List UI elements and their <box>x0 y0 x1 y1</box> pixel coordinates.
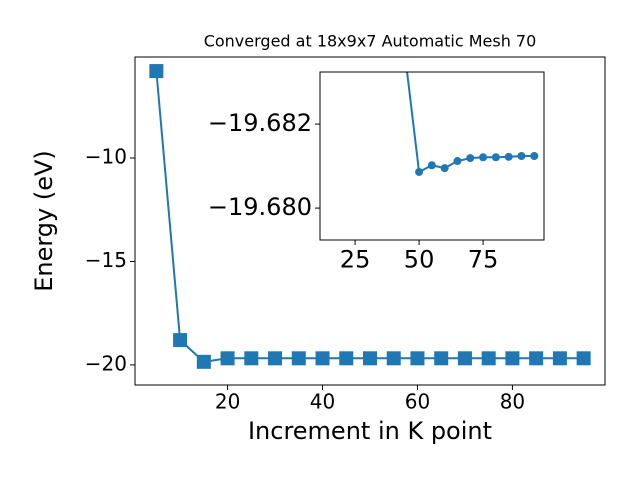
marker <box>491 153 500 162</box>
marker <box>576 351 591 366</box>
marker <box>291 351 306 366</box>
y-tick-label: −19.680 <box>208 193 312 221</box>
x-tick-label: 25 <box>340 245 371 273</box>
x-tick-label: 40 <box>310 390 335 414</box>
marker <box>457 351 472 366</box>
marker <box>244 351 259 366</box>
marker <box>410 351 425 366</box>
plot-area <box>149 64 591 369</box>
x-tick-label: 50 <box>404 245 435 273</box>
marker <box>466 154 475 163</box>
marker <box>196 354 211 369</box>
y-tick-label: −15 <box>85 248 127 272</box>
marker <box>339 351 354 366</box>
marker <box>427 161 436 170</box>
y-axis-label: Energy (eV) <box>30 150 58 292</box>
marker <box>402 61 410 69</box>
marker <box>415 167 424 176</box>
marker <box>479 153 488 162</box>
marker <box>149 64 164 79</box>
marker <box>453 157 462 166</box>
marker <box>552 351 567 366</box>
y-tick-label: −20 <box>85 351 127 375</box>
chart-title: Converged at 18x9x7 Automatic Mesh 70 <box>204 32 537 51</box>
marker <box>386 351 401 366</box>
marker <box>315 351 330 366</box>
y-tick-label: −10 <box>85 144 127 168</box>
marker <box>440 164 449 173</box>
marker <box>529 351 544 366</box>
axes-frame <box>134 56 606 386</box>
plot-area <box>402 61 539 176</box>
marker <box>363 351 377 366</box>
x-tick-label: 60 <box>405 390 430 414</box>
marker <box>268 351 283 366</box>
x-axis-label: Increment in K point <box>248 417 492 445</box>
marker <box>481 351 496 366</box>
marker <box>434 351 449 366</box>
marker <box>517 152 526 160</box>
marker <box>504 152 513 161</box>
x-tick-label: 75 <box>468 245 499 273</box>
x-tick-label: 20 <box>215 390 240 414</box>
marker <box>220 351 235 366</box>
axes-frame <box>319 71 545 241</box>
x-tick-label: 80 <box>500 390 525 414</box>
marker <box>530 152 539 160</box>
marker <box>505 351 520 366</box>
marker <box>173 333 188 348</box>
y-tick-label: −19.682 <box>208 109 312 137</box>
